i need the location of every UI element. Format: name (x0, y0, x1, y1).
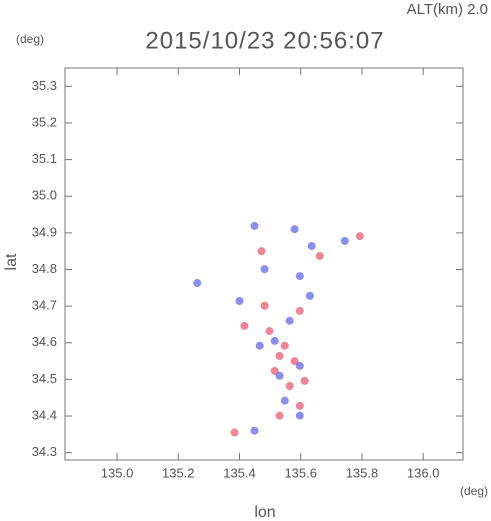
plot-frame (64, 67, 464, 461)
echo-point (300, 376, 309, 385)
y-axis-label: lat (3, 253, 20, 270)
echo-point (270, 336, 279, 345)
echo-point (295, 411, 304, 420)
echo-point (250, 221, 259, 230)
y-tick-label: 34.4 (32, 407, 57, 422)
echo-point (230, 428, 239, 437)
echo-point (295, 361, 304, 370)
x-axis-label: lon (254, 504, 275, 521)
x-unit: (deg) (460, 484, 488, 498)
x-tick-label: 136.0 (407, 465, 440, 480)
echo-point (275, 351, 284, 360)
x-tick-label: 135.6 (284, 465, 317, 480)
echo-point (275, 371, 284, 380)
echo-point (315, 251, 324, 260)
x-tick-label: 135.2 (162, 465, 195, 480)
x-tick-label: 135.0 (101, 465, 134, 480)
chart-title: 2015/10/23 20:56:07 (145, 27, 384, 54)
y-tick-label: 34.5 (32, 371, 57, 386)
echo-point (257, 247, 266, 256)
echo-point (305, 291, 314, 300)
echo-point (265, 327, 274, 336)
y-tick-label: 34.9 (32, 224, 57, 239)
echo-point (295, 306, 304, 315)
echo-point (290, 225, 299, 234)
y-tick-label: 34.3 (32, 444, 57, 459)
y-tick-label: 35.3 (32, 78, 57, 93)
echo-point (295, 401, 304, 410)
echo-point (285, 316, 294, 325)
echo-point (275, 411, 284, 420)
echo-point (340, 236, 349, 245)
echo-point (290, 357, 299, 366)
x-tick-label: 135.8 (346, 465, 379, 480)
echo-point (260, 265, 269, 274)
echo-point (295, 272, 304, 281)
y-tick-label: 35.0 (32, 188, 57, 203)
echo-point (255, 341, 264, 350)
echo-point (280, 396, 289, 405)
y-unit: (deg) (16, 32, 44, 46)
echo-point (193, 279, 202, 288)
echo-point (355, 232, 364, 241)
y-tick-label: 34.7 (32, 298, 57, 313)
echo-point (260, 301, 269, 310)
echo-point (235, 297, 244, 306)
echo-point (250, 426, 259, 435)
echo-point (280, 341, 289, 350)
y-tick-label: 34.8 (32, 261, 57, 276)
echo-point (285, 381, 294, 390)
echo-point (240, 321, 249, 330)
altitude-label: ALT(km) 2.0 (407, 1, 488, 18)
y-tick-label: 34.6 (32, 334, 57, 349)
x-tick-label: 135.4 (223, 465, 256, 480)
echo-point (307, 242, 316, 251)
echo-point (270, 366, 279, 375)
y-tick-label: 35.2 (32, 114, 57, 129)
y-tick-label: 35.1 (32, 151, 57, 166)
